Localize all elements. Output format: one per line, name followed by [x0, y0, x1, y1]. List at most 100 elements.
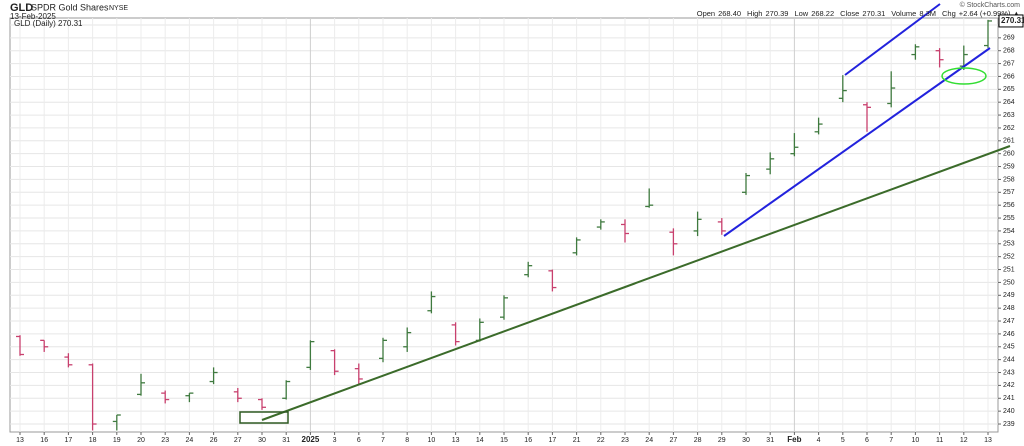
channel-upper: [844, 3, 941, 76]
x-tick-label: 21: [573, 437, 581, 444]
y-tick-label: 254: [1003, 228, 1015, 235]
x-tick-label: 10: [912, 437, 920, 444]
x-tick-label: 30: [742, 437, 750, 444]
y-tick-label: 265: [1003, 86, 1015, 93]
x-tick-label: 11: [936, 437, 943, 444]
quote-label: High: [747, 9, 762, 18]
trend-line: [261, 145, 1011, 421]
x-tick-label: 31: [282, 437, 290, 444]
x-tick-label: 3: [333, 437, 337, 444]
y-tick-label: 241: [1003, 395, 1015, 402]
security-name: SPDR Gold Shares: [31, 2, 109, 12]
quote-value: 268.22: [811, 9, 834, 18]
quote-label: Low: [794, 9, 808, 18]
channel-lower: [723, 47, 991, 237]
last-price-label: 270.31: [1001, 16, 1024, 25]
x-tick-label: 2025: [302, 435, 320, 444]
x-tick-label: 6: [357, 437, 361, 444]
y-tick-label: 258: [1003, 176, 1015, 183]
x-tick-label: 26: [210, 437, 218, 444]
x-tick-label: 17: [65, 437, 73, 444]
x-tick-label: 13: [16, 437, 24, 444]
ticker: GLD: [10, 2, 33, 14]
x-tick-label: 29: [718, 437, 726, 444]
y-tick-label: 255: [1003, 215, 1015, 222]
x-tick-label: 8: [405, 437, 409, 444]
y-tick-label: 264: [1003, 99, 1015, 106]
x-tick-label: 18: [89, 437, 97, 444]
exchange: NYSE: [109, 5, 128, 12]
y-tick-label: 266: [1003, 73, 1015, 80]
x-tick-label: 19: [113, 437, 121, 444]
y-tick-label: 263: [1003, 112, 1015, 119]
quote-value: 270.31: [862, 9, 885, 18]
y-tick-label: 251: [1003, 266, 1015, 273]
y-tick-label: 267: [1003, 60, 1015, 67]
quote-label: Close: [840, 9, 859, 18]
y-tick-label: 240: [1003, 408, 1015, 415]
x-tick-label: 5: [841, 437, 845, 444]
x-tick-label: 13: [452, 437, 460, 444]
x-tick-label: Feb: [787, 435, 801, 444]
y-tick-label: 262: [1003, 125, 1015, 132]
x-tick-label: 23: [161, 437, 169, 444]
y-tick-label: 244: [1003, 356, 1015, 363]
last-price-box: [998, 14, 1024, 28]
x-tick-label: 16: [40, 437, 48, 444]
bars: [16, 19, 992, 431]
x-tick-label: 23: [621, 437, 629, 444]
y-tick-label: 239: [1003, 421, 1015, 428]
x-tick-label: 20: [137, 437, 145, 444]
highlight-ellipse: [941, 67, 987, 85]
x-tick-label: 16: [524, 437, 532, 444]
x-tick-label: 22: [597, 437, 605, 444]
y-tick-label: 245: [1003, 344, 1015, 351]
quote-label: Chg: [942, 9, 956, 18]
y-tick-label: 269: [1003, 35, 1015, 42]
x-tick-label: 24: [186, 437, 194, 444]
y-tick-label: 260: [1003, 151, 1015, 158]
y-tick-label: 248: [1003, 305, 1015, 312]
y-tick-label: 250: [1003, 279, 1015, 286]
axes: 2392402412422432442452462472482492502512…: [16, 14, 1024, 444]
y-tick-label: 249: [1003, 292, 1015, 299]
x-tick-label: 14: [476, 437, 484, 444]
x-tick-label: 27: [234, 437, 242, 444]
y-tick-label: 243: [1003, 369, 1015, 376]
annotation-box: [239, 411, 289, 424]
x-tick-label: 31: [766, 437, 774, 444]
x-tick-label: 7: [889, 437, 893, 444]
x-tick-label: 10: [428, 437, 436, 444]
x-tick-label: 15: [500, 437, 508, 444]
x-tick-label: 4: [817, 437, 821, 444]
y-tick-label: 247: [1003, 318, 1015, 325]
quote-value: 270.39: [765, 9, 788, 18]
quote-value: 268.40: [718, 9, 741, 18]
x-tick-label: 12: [960, 437, 968, 444]
y-tick-label: 259: [1003, 163, 1015, 170]
x-tick-label: 13: [984, 437, 992, 444]
quote-label: Volume: [891, 9, 916, 18]
y-tick-label: 268: [1003, 48, 1015, 55]
y-tick-label: 252: [1003, 254, 1015, 261]
quote-value: 8.3M: [919, 9, 936, 18]
y-tick-label: 256: [1003, 202, 1015, 209]
y-tick-label: 257: [1003, 189, 1015, 196]
y-tick-label: 261: [1003, 138, 1015, 145]
x-tick-label: 30: [258, 437, 266, 444]
y-tick-label: 246: [1003, 331, 1015, 338]
y-tick-label: 253: [1003, 241, 1015, 248]
y-tick-label: 242: [1003, 382, 1015, 389]
x-tick-label: 6: [865, 437, 869, 444]
credit: © StockCharts.com: [960, 1, 1021, 9]
legend: GLD (Daily) 270.31: [14, 19, 83, 28]
x-tick-label: 7: [381, 437, 385, 444]
quote-label: Open: [697, 9, 715, 18]
x-tick-label: 17: [549, 437, 557, 444]
x-tick-label: 27: [670, 437, 678, 444]
chart-date: 13-Feb-2025: [10, 12, 56, 21]
x-tick-label: 24: [645, 437, 653, 444]
x-tick-label: 28: [694, 437, 702, 444]
